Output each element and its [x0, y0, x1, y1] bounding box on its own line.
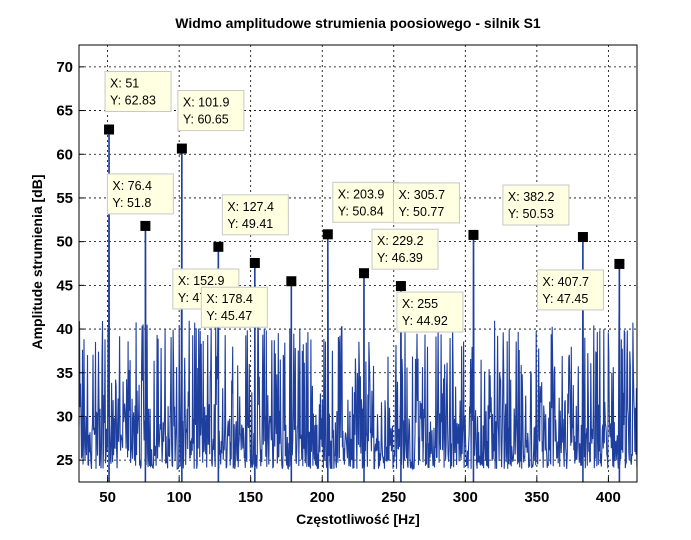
datatip: X: 51 Y: 62.83 [104, 71, 172, 113]
y-tick-label: 55 [56, 190, 73, 207]
datatip-marker [614, 258, 625, 269]
y-tick-label: 35 [56, 365, 73, 382]
x-axis-label: Częstotliwość [Hz] [296, 511, 420, 527]
datatip-box [392, 182, 460, 224]
datatip-x-text: X: 382.2 [508, 190, 555, 204]
datatip-box [371, 228, 439, 270]
datatip-y-text: Y: 50.53 [508, 207, 554, 221]
datatip-x-text: X: 127.4 [227, 200, 274, 214]
datatip-y-text: Y: 51.8 [112, 196, 151, 210]
x-tick-label: 50 [99, 489, 116, 506]
datatip: X: 178.4 Y: 45.47 [200, 286, 268, 328]
y-tick-label: 50 [56, 234, 73, 251]
datatip-x-text: X: 101.9 [183, 96, 230, 110]
datatip-box [104, 71, 172, 113]
datatip: X: 382.2 Y: 50.53 [502, 184, 570, 226]
datatip-box [332, 181, 400, 223]
datatip-box [502, 184, 570, 226]
datatip-y-text: Y: 47.45 [542, 292, 588, 306]
datatip-box [106, 173, 174, 215]
datatip-box [177, 90, 245, 132]
datatip-y-text: Y: 62.83 [110, 94, 156, 108]
tick-layer: 50 100 150 200 250 300 350 400 25 30 35 40 45 50 55 60 6… [56, 59, 621, 506]
y-tick-label: 45 [56, 277, 73, 294]
y-tick-label: 60 [56, 146, 73, 163]
datatip-y-text: Y: 46.39 [377, 251, 423, 265]
y-tick-label: 25 [56, 452, 73, 469]
x-tick-label: 300 [453, 489, 478, 506]
x-tick-label: 350 [524, 489, 549, 506]
datatip: X: 127.4 Y: 49.41 [221, 194, 289, 236]
datatip-box [200, 286, 268, 328]
x-tick-label: 100 [167, 489, 192, 506]
datatip-marker [213, 241, 224, 252]
datatip-x-text: X: 407.7 [542, 275, 589, 289]
x-tick-label: 150 [238, 489, 263, 506]
datatip-marker [176, 143, 187, 154]
datatip-x-text: X: 203.9 [338, 187, 385, 201]
datatip: X: 76.4 Y: 51.8 [106, 173, 174, 215]
datatip-marker [395, 281, 406, 292]
datatip: X: 255 Y: 44.92 [396, 291, 464, 333]
datatip-y-text: Y: 44.92 [402, 314, 448, 328]
datatip: X: 101.9 Y: 60.65 [177, 90, 245, 132]
y-tick-label: 30 [56, 408, 73, 425]
x-tick-label: 400 [596, 489, 621, 506]
datatip-marker [286, 276, 297, 287]
datatip: X: 407.7 Y: 47.45 [536, 269, 604, 311]
datatip-marker [359, 268, 370, 279]
datatip-x-text: X: 229.2 [377, 234, 424, 248]
x-tick-label: 200 [310, 489, 335, 506]
datatip-y-text: Y: 60.65 [183, 113, 229, 127]
x-tick-label: 250 [381, 489, 406, 506]
datatip-x-text: X: 178.4 [206, 292, 253, 306]
datatip-y-text: Y: 50.77 [398, 205, 444, 219]
datatip-marker [468, 229, 479, 240]
y-tick-label: 40 [56, 321, 73, 338]
datatip-marker [104, 124, 115, 135]
datatip-marker [140, 220, 151, 231]
datatip-markers [104, 124, 625, 292]
datatip-x-text: X: 305.7 [398, 188, 445, 202]
datatip-x-text: X: 255 [402, 297, 438, 311]
y-tick-label: 65 [56, 103, 73, 120]
datatip: X: 203.9 Y: 50.84 [332, 181, 400, 223]
datatip-marker [322, 229, 333, 240]
datatip-box [396, 291, 464, 333]
y-axis-label: Amplitude strumienia [dB] [29, 174, 45, 349]
datatip-y-text: Y: 50.84 [338, 204, 384, 218]
datatip-y-text: Y: 45.47 [206, 309, 252, 323]
datatip-marker [577, 232, 588, 243]
datatip-x-text: X: 51 [110, 77, 139, 91]
datatip-y-text: Y: 49.41 [227, 217, 273, 231]
datatip-box [221, 194, 289, 236]
datatip-x-text: X: 152.9 [178, 274, 225, 288]
chart-title: Widmo amplitudowe strumienia poosiowego … [175, 15, 541, 31]
datatip-layer: X: 51 Y: 62.83 X: 76.4 Y: 51.8 X: 101.9 Y: 60… [104, 71, 604, 333]
datatip-box [536, 269, 604, 311]
datatip-marker [249, 257, 260, 268]
datatip: X: 305.7 Y: 50.77 [392, 182, 460, 224]
y-tick-label: 70 [56, 59, 73, 76]
datatip: X: 229.2 Y: 46.39 [371, 228, 439, 270]
datatip-x-text: X: 76.4 [112, 179, 152, 193]
plot-frame [78, 44, 638, 483]
spectrum-line [78, 129, 638, 471]
